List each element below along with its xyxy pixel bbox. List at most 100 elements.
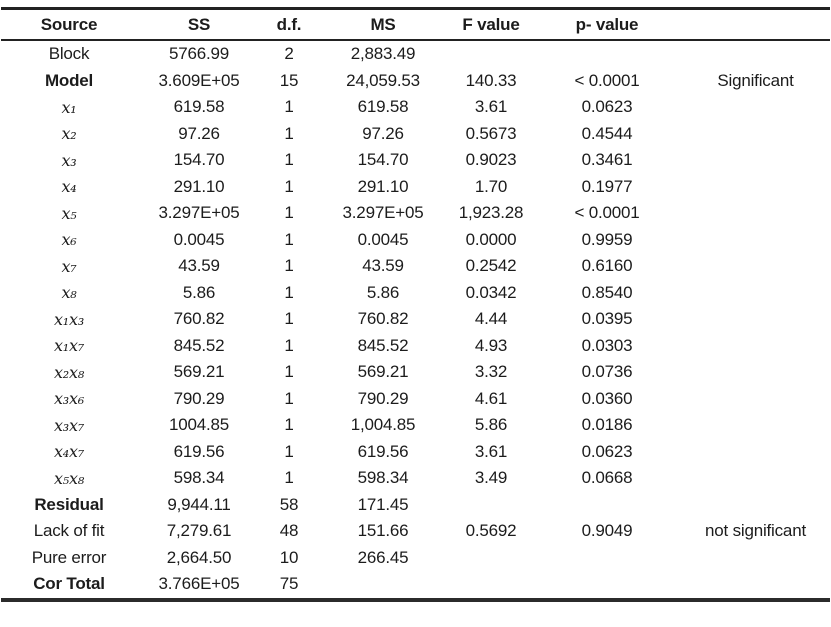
table-row: x₇ 43.59 1 43.59 0.2542 0.6160	[1, 253, 830, 280]
df-cell: 1	[284, 229, 294, 249]
ms-cell: 0.0045	[357, 229, 409, 249]
ms-cell: 151.66	[357, 521, 409, 541]
ms-cell: 2,883.49	[350, 44, 416, 64]
col-header-df: d.f.	[261, 8, 317, 41]
f-value-cell: 0.5692	[465, 521, 517, 541]
ms-cell: 619.58	[357, 97, 409, 117]
table-row: Pure error 2,664.50 10 266.45	[1, 545, 830, 572]
ss-cell: 2,664.50	[166, 547, 232, 567]
ss-cell: 5.86	[182, 282, 216, 302]
ss-cell: 291.10	[173, 176, 225, 196]
source-cell: Block	[48, 44, 90, 64]
source-cell: x₂x₈	[53, 362, 85, 382]
ss-cell: 0.0045	[173, 229, 225, 249]
ms-cell: 790.29	[357, 388, 409, 408]
table-row: x₄ 291.10 1 291.10 1.70 0.1977	[1, 174, 830, 201]
df-cell: 1	[284, 388, 294, 408]
significance-cell	[681, 306, 830, 333]
ms-cell: 171.45	[357, 494, 409, 514]
p-value-cell	[533, 40, 681, 68]
p-value-cell: 0.0736	[581, 362, 633, 382]
source-cell: x₁	[61, 97, 77, 117]
significance-cell	[681, 359, 830, 386]
f-value-cell: 0.2542	[465, 256, 517, 276]
f-value-cell	[449, 492, 533, 519]
table-row: x₁x₇ 845.52 1 845.52 4.93 0.0303	[1, 333, 830, 360]
f-value-cell: 1.70	[474, 176, 508, 196]
significance-cell	[681, 545, 830, 572]
p-value-cell: 0.0395	[581, 309, 633, 329]
ms-cell	[317, 571, 449, 600]
table-header: Source SS d.f. MS F value p- value	[1, 8, 830, 41]
table-row: x₁ 619.58 1 619.58 3.61 0.0623	[1, 94, 830, 121]
df-cell: 1	[284, 203, 294, 223]
significance-cell	[681, 571, 830, 600]
df-cell: 2	[284, 44, 294, 64]
df-cell: 1	[284, 415, 294, 435]
p-value-cell: < 0.0001	[574, 203, 640, 223]
p-value-cell: 0.0623	[581, 97, 633, 117]
f-value-cell	[449, 571, 533, 600]
ss-cell: 598.34	[173, 468, 225, 488]
p-value-cell: 0.9959	[581, 229, 633, 249]
ss-cell: 760.82	[173, 309, 225, 329]
ss-cell: 845.52	[173, 335, 225, 355]
significance-cell	[681, 253, 830, 280]
df-cell: 1	[284, 97, 294, 117]
df-cell: 15	[279, 70, 299, 90]
ss-cell: 569.21	[173, 362, 225, 382]
ss-cell: 619.58	[173, 97, 225, 117]
header-row: Source SS d.f. MS F value p- value	[1, 8, 830, 41]
f-value-cell: 3.61	[474, 441, 508, 461]
table-row: x₅ 3.297E+05 1 3.297E+05 1,923.28 < 0.00…	[1, 200, 830, 227]
source-cell: x₅	[61, 203, 77, 223]
col-header-f-value: F value	[449, 8, 533, 41]
table-row: x₆ 0.0045 1 0.0045 0.0000 0.9959	[1, 227, 830, 254]
p-value-cell	[533, 545, 681, 572]
table-row: x₂ 97.26 1 97.26 0.5673 0.4544	[1, 121, 830, 148]
ss-cell: 97.26	[178, 123, 220, 143]
col-header-source: Source	[1, 8, 137, 41]
ms-cell: 154.70	[357, 150, 409, 170]
table-row: Cor Total 3.766E+05 75	[1, 571, 830, 600]
f-value-cell: 3.32	[474, 362, 508, 382]
f-value-cell: 4.93	[474, 335, 508, 355]
table-row: x₃x₆ 790.29 1 790.29 4.61 0.0360	[1, 386, 830, 413]
ms-cell: 5.86	[366, 282, 400, 302]
f-value-cell: 3.49	[474, 468, 508, 488]
significance-cell: Significant	[717, 70, 794, 90]
p-value-cell: 0.9049	[581, 521, 633, 541]
p-value-cell: 0.3461	[581, 150, 633, 170]
ms-cell: 3.297E+05	[342, 203, 424, 223]
source-cell: Lack of fit	[33, 521, 105, 541]
col-header-ms: MS	[317, 8, 449, 41]
df-cell: 1	[284, 441, 294, 461]
ss-cell: 790.29	[173, 388, 225, 408]
table-row: x₂x₈ 569.21 1 569.21 3.32 0.0736	[1, 359, 830, 386]
f-value-cell: 4.44	[474, 309, 508, 329]
f-value-cell: 0.5673	[465, 123, 517, 143]
source-cell: x₄	[61, 177, 77, 197]
df-cell: 48	[279, 521, 299, 541]
source-cell: Residual	[34, 494, 104, 514]
source-cell: x₅x₈	[53, 468, 85, 488]
df-cell: 1	[284, 256, 294, 276]
df-cell: 75	[279, 574, 299, 594]
df-cell: 1	[284, 282, 294, 302]
p-value-cell: < 0.0001	[574, 70, 640, 90]
p-value-cell: 0.0186	[581, 415, 633, 435]
p-value-cell: 0.1977	[581, 176, 633, 196]
source-cell: x₁x₇	[53, 336, 85, 356]
table-row: x₃x₇ 1004.85 1 1,004.85 5.86 0.0186	[1, 412, 830, 439]
df-cell: 1	[284, 309, 294, 329]
table-row: x₈ 5.86 1 5.86 0.0342 0.8540	[1, 280, 830, 307]
ms-cell: 43.59	[362, 256, 404, 276]
ms-cell: 291.10	[357, 176, 409, 196]
table-row: x₄x₇ 619.56 1 619.56 3.61 0.0623	[1, 439, 830, 466]
significance-cell	[681, 147, 830, 174]
f-value-cell: 140.33	[465, 70, 517, 90]
table-row: x₅x₈ 598.34 1 598.34 3.49 0.0668	[1, 465, 830, 492]
source-cell: x₃x₆	[53, 389, 85, 409]
p-value-cell: 0.0668	[581, 468, 633, 488]
